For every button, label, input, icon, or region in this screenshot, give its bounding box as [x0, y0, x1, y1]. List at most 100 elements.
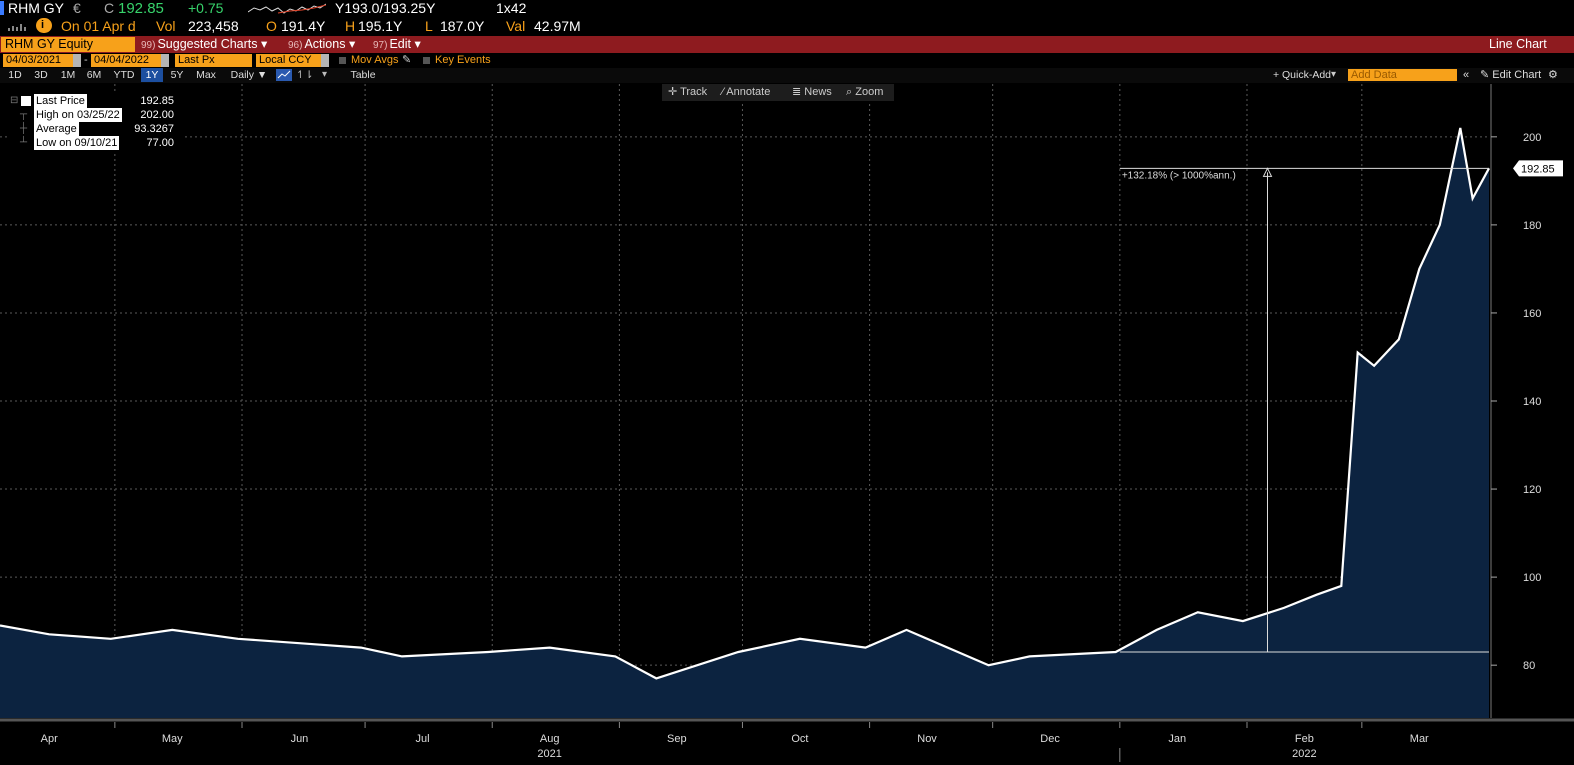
table-button[interactable]: Table [350, 69, 376, 81]
legend-high: ┬ High on 03/25/22 202.00 [10, 108, 182, 122]
y-tick-label: 100 [1523, 572, 1541, 584]
news-tool[interactable]: ≣ News [792, 84, 832, 101]
frequency-selector[interactable]: Daily ▼ [227, 68, 271, 82]
quote-line-primary: RHM GY € C 192.85 +0.75 Y193.0/193.25Y 1… [0, 0, 1574, 17]
trade-date: On 01 Apr d [61, 18, 136, 34]
period-button-1m[interactable]: 1M [60, 69, 76, 81]
period-button-ytd[interactable]: YTD [113, 69, 135, 81]
x-axis-background [0, 718, 1574, 765]
quick-add-button[interactable]: + Quick-Add [1272, 69, 1332, 81]
chevron-down-icon[interactable] [321, 54, 329, 67]
calendar-icon[interactable] [161, 54, 169, 67]
period-button-1d[interactable]: 1D [8, 69, 22, 81]
chevron-down-icon: ▾ [261, 37, 268, 51]
period-button-3d[interactable]: 3D [34, 69, 48, 81]
value-label: Val [506, 18, 526, 34]
y-tick-label: 200 [1523, 132, 1541, 144]
volume-label: Vol [156, 18, 176, 34]
collapse-icon[interactable]: ⊟ [10, 95, 19, 106]
series-swatch[interactable] [21, 96, 31, 106]
annotation-text: +132.18% (> 1000%ann.) [1122, 170, 1236, 181]
x-month-label: Nov [917, 733, 937, 745]
sparkline-icon [248, 3, 326, 14]
legend-value: 202.00 [140, 109, 174, 121]
edit-number: 97) [373, 40, 388, 51]
legend-value: 77.00 [146, 137, 174, 149]
legend-value: 192.85 [140, 95, 174, 107]
x-month-label: Sep [667, 733, 687, 745]
suggested-charts-label: Suggested Charts [157, 37, 258, 51]
legend-last-price: ⊟ Last Price 192.85 [10, 94, 182, 108]
last-price-marker-label: 192.85 [1521, 163, 1555, 175]
line-chart-icon[interactable] [276, 69, 292, 81]
y-tick-label: 120 [1523, 484, 1541, 496]
y-tick-label: 80 [1523, 660, 1535, 672]
low-value: 187.0Y [440, 18, 485, 34]
price-area [0, 128, 1489, 718]
start-date-field[interactable]: 04/03/2021 [3, 54, 73, 67]
annotate-tool[interactable]: ⁄ Annotate [722, 84, 770, 101]
chart-legend: ⊟ Last Price 192.85 ┬ High on 03/25/22 2… [10, 94, 182, 152]
magnifier-icon: ⌕ [846, 86, 853, 98]
parameter-bar: 04/03/2021 - 04/04/2022 Last Px Local CC… [0, 54, 1574, 68]
y-axis: 80 100 120 140 160 180 200 192.85 [1490, 84, 1563, 718]
zoom-label: Zoom [855, 86, 884, 98]
period-button-5y[interactable]: 5Y [170, 69, 184, 81]
chevron-down-icon[interactable]: ▾ [322, 69, 328, 80]
end-date-field[interactable]: 04/04/2022 [91, 54, 161, 67]
last-price-marker [1513, 160, 1563, 177]
security-field[interactable]: RHM GY Equity [1, 37, 135, 52]
pencil-icon: ⁄ [722, 86, 724, 98]
calendar-icon[interactable] [73, 54, 81, 67]
last-price: 192.85 [118, 0, 164, 17]
x-month-label: Oct [791, 733, 808, 745]
edit-chart-label: Edit Chart [1492, 69, 1542, 81]
chevron-down-icon: ▼ [256, 69, 268, 81]
gear-icon[interactable]: ⚙ [1548, 69, 1558, 81]
frequency-label: Daily [230, 69, 254, 81]
value-amount: 42.97M [534, 18, 581, 34]
bid-ask-size: 1x42 [496, 0, 527, 16]
key-events-checkbox[interactable] [423, 57, 430, 64]
chevron-down-icon[interactable]: ▾ [1331, 69, 1337, 80]
mov-avgs-label[interactable]: Mov Avgs [351, 54, 399, 66]
x-axis: Apr May Jun Jul Aug Sep Oct Nov Dec Jan Feb Mar 2021… [0, 718, 1574, 765]
period-button-1y[interactable]: 1Y [141, 68, 163, 82]
security-marker [0, 1, 4, 15]
y-tick-label: 160 [1523, 308, 1541, 320]
edit-chart-button[interactable]: ✎ Edit Chart [1480, 68, 1541, 82]
x-month-label: Feb [1295, 733, 1314, 745]
track-tool[interactable]: ✛ Track [668, 84, 707, 101]
chevron-down-icon: ▾ [348, 37, 356, 51]
close-flag: C [104, 0, 115, 16]
key-events-label[interactable]: Key Events [435, 54, 491, 66]
add-data-field[interactable]: Add Data [1348, 69, 1457, 81]
period-button-6m[interactable]: 6M [86, 69, 102, 81]
y-tick-label: 140 [1523, 396, 1541, 408]
ticker-label[interactable]: RHM GY [8, 0, 64, 16]
legend-label: Last Price [34, 94, 87, 108]
actions-menu[interactable]: 96) Actions ▾ [288, 37, 355, 52]
legend-average: ┼ Average 93.3267 [10, 122, 182, 136]
volume-bars-icon [8, 24, 26, 31]
y-tick-label: 180 [1523, 220, 1541, 232]
x-month-label: Dec [1040, 733, 1060, 745]
edit-menu[interactable]: 97) Edit ▾ [373, 37, 421, 52]
legend-low: ┴ Low on 09/10/21 77.00 [10, 136, 182, 150]
pencil-icon[interactable]: ✎ [402, 54, 412, 66]
collapse-icon[interactable]: « [1463, 69, 1470, 81]
x-year-label: 2021 [537, 748, 561, 760]
field-selector[interactable]: Last Px [175, 54, 252, 67]
chart-type-label: Line Chart [1489, 37, 1547, 51]
period-button-max[interactable]: Max [196, 69, 216, 81]
open-value: 191.4Y [281, 18, 326, 34]
info-icon[interactable]: i [36, 18, 52, 33]
price-chart[interactable]: +132.18% (> 1000%ann.) 80 100 120 140 160 180… [0, 84, 1574, 765]
currency-selector[interactable]: Local CCY [256, 54, 321, 67]
x-month-label: Aug [540, 733, 560, 745]
zoom-tool[interactable]: ⌕ Zoom [846, 84, 883, 101]
chart-tools: ✛ Track ⁄ Annotate ≣ News ⌕ Zoom [662, 84, 894, 101]
mov-avgs-checkbox[interactable] [339, 57, 346, 64]
suggested-charts-menu[interactable]: 99) Suggested Charts ▾ [141, 37, 267, 52]
bar-chart-icon[interactable]: ↿⇂ [296, 69, 314, 81]
